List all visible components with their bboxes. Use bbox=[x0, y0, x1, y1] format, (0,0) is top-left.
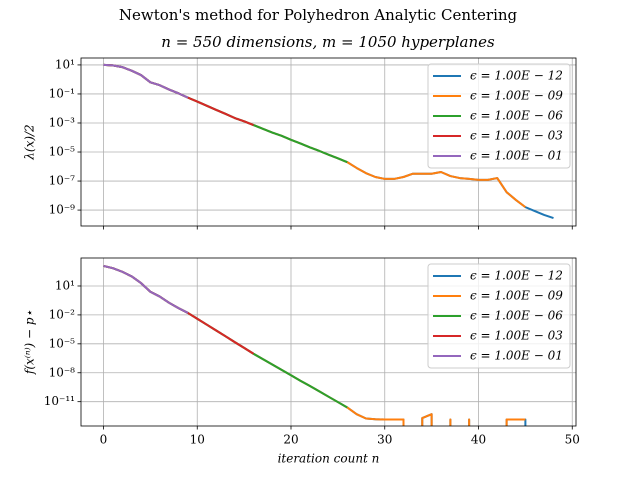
axes-frame bbox=[80, 57, 577, 227]
legend: ϵ = 1.00E − 12 ϵ = 1.00E − 09 ϵ = 1.00E − … bbox=[427, 63, 571, 169]
legend: ϵ = 1.00E − 12 ϵ = 1.00E − 09 ϵ = 1.00E − … bbox=[427, 263, 571, 369]
y-tick-label: 10⁻³ bbox=[49, 115, 76, 129]
legend-label: ϵ = 1.00E − 06 bbox=[470, 309, 563, 323]
y-tick-label: 10⁻² bbox=[49, 307, 76, 321]
x-tick-label: 20 bbox=[283, 433, 298, 447]
legend-label: ϵ = 1.00E − 03 bbox=[470, 329, 563, 343]
legend-label: ϵ = 1.00E − 01 bbox=[470, 349, 563, 363]
x-tick-label: 50 bbox=[565, 433, 580, 447]
x-tick-label: 10 bbox=[190, 433, 205, 447]
series-line bbox=[103, 63, 189, 99]
y-tick-label: 10⁻⁷ bbox=[49, 174, 76, 188]
series-line bbox=[103, 264, 255, 355]
figure-subtitle: n = 550 dimensions, m = 1050 hyperplanes bbox=[161, 33, 495, 51]
y-tick-label: 10¹ bbox=[55, 57, 75, 71]
legend-label: ϵ = 1.00E − 01 bbox=[470, 149, 563, 163]
legend-label: ϵ = 1.00E − 03 bbox=[470, 129, 563, 143]
y-axis-label: λ(x)/2 bbox=[23, 124, 37, 160]
series-line bbox=[103, 264, 189, 314]
legend-label: ϵ = 1.00E − 06 bbox=[470, 109, 563, 123]
figure-title: Newton's method for Polyhedron Analytic … bbox=[119, 6, 518, 24]
y-tick-label: 10⁻⁵ bbox=[49, 336, 76, 350]
y-tick-label: 10⁻⁹ bbox=[49, 203, 76, 217]
y-tick-label: 10¹ bbox=[55, 278, 75, 292]
y-tick-label: 10⁻¹¹ bbox=[44, 394, 75, 408]
legend-label: ϵ = 1.00E − 09 bbox=[470, 89, 563, 103]
legend-box bbox=[427, 263, 571, 369]
legend-label: ϵ = 1.00E − 12 bbox=[470, 69, 563, 83]
y-tick-label: 10⁻⁸ bbox=[49, 365, 76, 379]
legend-box bbox=[427, 63, 571, 169]
x-tick-label: 40 bbox=[471, 433, 486, 447]
legend-label: ϵ = 1.00E − 09 bbox=[470, 289, 563, 303]
x-tick-label: 0 bbox=[100, 433, 108, 447]
axes-frame bbox=[80, 257, 577, 427]
x-axis-label: iteration count n bbox=[278, 452, 380, 466]
y-tick-label: 10⁻⁵ bbox=[49, 145, 76, 159]
y-axis-label: f(x⁽ⁿ⁾) − p⋆ bbox=[23, 309, 37, 375]
legend-label: ϵ = 1.00E − 12 bbox=[470, 269, 563, 283]
series-line bbox=[103, 63, 254, 126]
y-tick-label: 10⁻¹ bbox=[49, 86, 75, 100]
x-tick-label: 30 bbox=[377, 433, 392, 447]
